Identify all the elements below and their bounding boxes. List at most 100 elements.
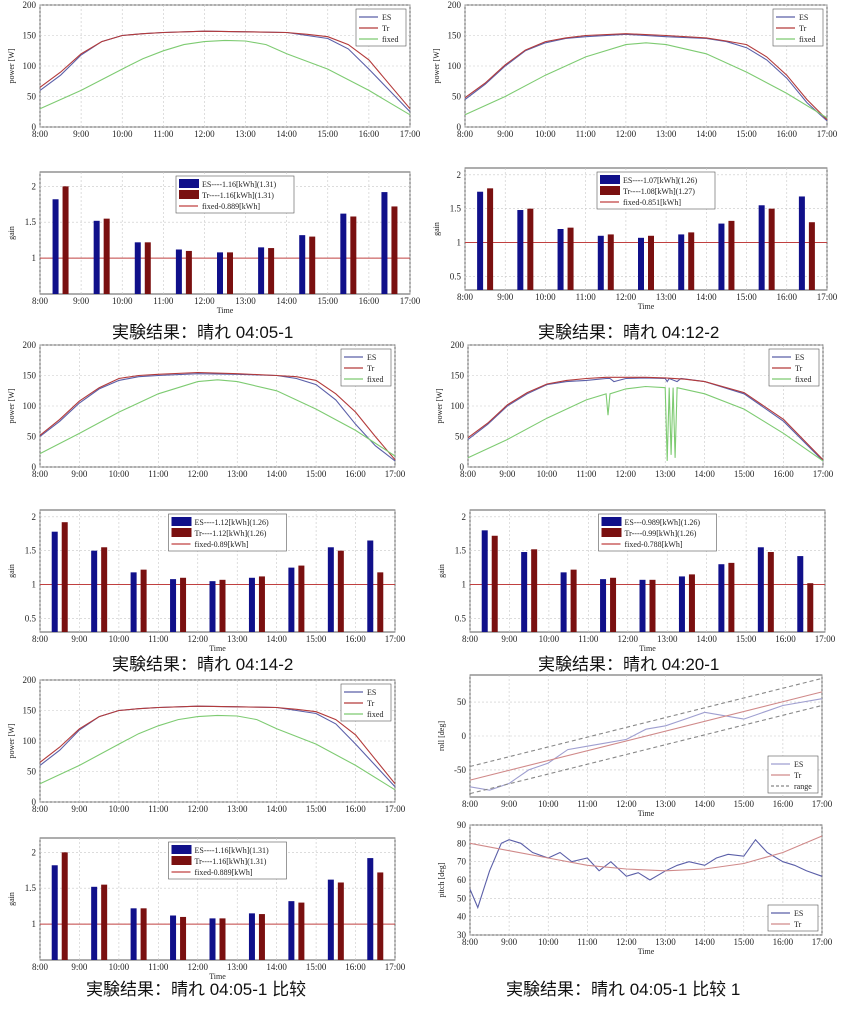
bar-tr xyxy=(140,569,147,632)
bar-es xyxy=(209,581,216,632)
bar-tr xyxy=(649,579,656,632)
legend-label: ES----1.16[kWh](1.31) xyxy=(195,846,270,855)
x-tick-label: 13:00 xyxy=(235,129,256,139)
bar-tr xyxy=(180,916,187,960)
bar-es xyxy=(130,572,137,632)
x-tick-label: 13:00 xyxy=(655,469,676,479)
chart-p12: 8:00 9:00 10:00 11:00 12:00 13:00 14:00 15:00 16… xyxy=(437,820,833,956)
bar-es xyxy=(481,530,488,632)
legend-swatch xyxy=(171,517,192,526)
chart-p6: 8:00 9:00 10:00 11:00 12:00 13:00 14:00 15:00 16… xyxy=(7,509,406,653)
y-tick-label: 200 xyxy=(23,340,37,350)
legend-label: Tr----1.16[kWh](1.31) xyxy=(202,191,274,200)
x-axis-label: Time xyxy=(209,972,226,981)
y-axis-label: power [W] xyxy=(7,723,16,758)
x-tick-label: 9:00 xyxy=(501,634,518,644)
series-line-ES xyxy=(469,838,823,910)
legend-label: fixed-0.788[kWh] xyxy=(625,540,683,549)
x-tick-label: 17:00 xyxy=(385,634,406,644)
x-tick-label: 10:00 xyxy=(535,129,556,139)
series-line-Tr xyxy=(39,371,396,461)
legend-swatch xyxy=(171,856,192,865)
x-tick-label: 14:00 xyxy=(696,292,717,302)
bar-tr xyxy=(219,579,226,632)
caption-3: 実験结果：晴れ 04:14-2 xyxy=(112,655,294,674)
x-tick-label: 16:00 xyxy=(777,292,798,302)
y-tick-label: 80 xyxy=(457,838,467,848)
y-tick-label: 2 xyxy=(462,512,467,522)
bar-tr xyxy=(610,577,617,632)
bar-tr xyxy=(180,577,187,632)
x-tick-label: 17:00 xyxy=(400,129,421,139)
y-tick-label: -50 xyxy=(454,765,466,775)
x-tick-label: 11:00 xyxy=(148,634,169,644)
x-tick-label: 16:00 xyxy=(773,799,794,809)
bar-es xyxy=(381,192,388,294)
bar-tr xyxy=(62,186,69,294)
x-tick-label: 14:00 xyxy=(694,469,715,479)
bar-tr xyxy=(807,583,814,632)
bar-es xyxy=(797,556,804,632)
y-tick-label: 1 xyxy=(32,919,37,929)
bar-es xyxy=(758,205,765,290)
x-tick-label: 13:00 xyxy=(227,469,248,479)
bar-es xyxy=(557,229,564,290)
x-tick-label: 10:00 xyxy=(535,292,556,302)
x-axis-label: Time xyxy=(638,302,655,311)
x-tick-label: 9:00 xyxy=(497,129,514,139)
y-tick-label: 150 xyxy=(448,31,462,41)
bar-tr xyxy=(350,216,357,294)
y-tick-label: 1.5 xyxy=(455,546,467,556)
x-tick-label: 14:00 xyxy=(276,129,297,139)
x-tick-label: 9:00 xyxy=(71,962,88,972)
legend-label: fixed xyxy=(367,710,383,719)
y-tick-label: 0 xyxy=(32,462,37,472)
bar-es xyxy=(170,579,177,632)
x-tick-label: 11:00 xyxy=(577,937,598,947)
legend-label: ES xyxy=(382,13,391,22)
bar-es xyxy=(600,579,607,632)
legend-label: ES----1.12[kWh](1.26) xyxy=(195,518,270,527)
caption-1: 実験结果：晴れ 04:05-1 xyxy=(112,323,294,342)
bar-es xyxy=(91,550,98,632)
x-tick-label: 13:00 xyxy=(656,292,677,302)
y-tick-label: 1.5 xyxy=(25,883,37,893)
y-axis-label: power [W] xyxy=(432,48,441,83)
x-tick-label: 11:00 xyxy=(153,129,174,139)
legend-label: fixed xyxy=(795,375,811,384)
bar-es xyxy=(477,191,484,290)
series-line-Tr xyxy=(469,691,823,781)
x-tick-label: 9:00 xyxy=(73,296,90,306)
y-tick-label: 0.5 xyxy=(450,271,462,281)
x-tick-label: 10:00 xyxy=(109,804,130,814)
chart-svg: 8:00 9:00 10:00 11:00 12:00 13:00 14:00 15:00 16… xyxy=(7,0,421,139)
bar-tr xyxy=(768,208,775,290)
series-line-range xyxy=(469,677,823,768)
y-tick-label: 100 xyxy=(23,401,37,411)
chart-svg: 8:00 9:00 10:00 11:00 12:00 13:00 14:00 15:00 16… xyxy=(7,171,421,315)
x-tick-label: 12:00 xyxy=(616,292,637,302)
x-tick-label: 15:00 xyxy=(318,129,339,139)
y-tick-label: 90 xyxy=(457,820,467,830)
x-tick-label: 17:00 xyxy=(813,469,834,479)
series-line-fixed xyxy=(39,39,411,116)
bar-tr xyxy=(268,248,275,294)
series-line-range xyxy=(469,704,823,795)
bar-es xyxy=(258,247,265,294)
x-tick-label: 10:00 xyxy=(538,937,559,947)
x-tick-label: 9:00 xyxy=(71,804,88,814)
series-line-Tr xyxy=(39,705,396,785)
chart-svg: 8:00 9:00 10:00 11:00 12:00 13:00 14:00 15:00 16… xyxy=(435,340,834,479)
y-tick-label: 1 xyxy=(32,580,37,590)
y-tick-label: 50 xyxy=(27,432,37,442)
bar-es xyxy=(757,547,764,632)
legend-label: ES----1.07[kWh](1.26) xyxy=(623,176,698,185)
legend-label: ES---0.989[kWh](1.26) xyxy=(625,518,701,527)
x-tick-label: 14:00 xyxy=(694,937,715,947)
legend-label: Tr----1.08[kWh](1.27) xyxy=(623,187,695,196)
caption-6: 実験结果：晴れ 04:05-1 比较 1 xyxy=(506,980,741,999)
bar-tr xyxy=(61,852,68,960)
x-tick-label: 8:00 xyxy=(32,469,49,479)
x-tick-label: 14:00 xyxy=(266,804,287,814)
x-tick-label: 8:00 xyxy=(462,937,479,947)
